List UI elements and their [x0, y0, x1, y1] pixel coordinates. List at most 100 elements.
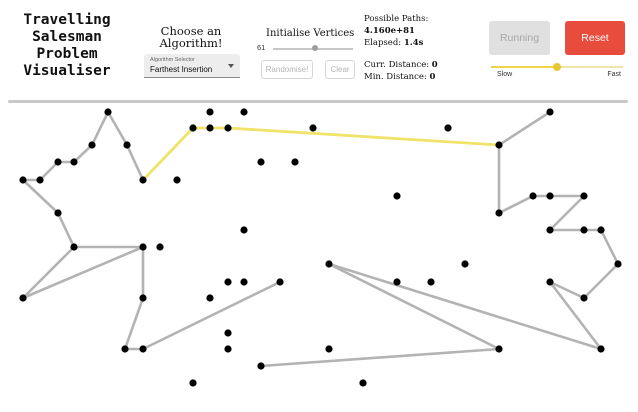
tour-edge [548, 280, 603, 351]
tour-edge [125, 143, 145, 182]
vertex[interactable] [393, 278, 401, 286]
vertex[interactable] [70, 158, 78, 166]
algorithm-select[interactable]: Algorithm Selector Farthest Insertion [144, 54, 240, 78]
vertex[interactable] [206, 294, 214, 302]
elapsed-value: 1.4s [403, 38, 424, 48]
vertex[interactable] [54, 209, 62, 217]
vertex[interactable] [325, 260, 333, 268]
vertices-heading: Initialise Vertices [266, 28, 355, 39]
vertex[interactable] [139, 345, 147, 353]
vertex[interactable] [291, 158, 299, 166]
vertex[interactable] [206, 124, 214, 132]
vertex[interactable] [495, 345, 503, 353]
vertex[interactable] [123, 141, 131, 149]
vertex[interactable] [325, 345, 333, 353]
curr-distance-label: Curr. Distance: [364, 60, 430, 70]
vertex[interactable] [276, 278, 284, 286]
vertex[interactable] [359, 379, 367, 387]
vertex[interactable] [156, 243, 164, 251]
tour-edge [106, 110, 129, 147]
vertex[interactable] [139, 176, 147, 184]
curr-distance-value: 0 [431, 60, 438, 70]
tour-edge [497, 110, 552, 147]
vertex[interactable] [104, 108, 112, 116]
vertex[interactable] [597, 226, 605, 234]
tour-edge [90, 110, 110, 147]
vertex[interactable] [546, 108, 554, 116]
vertex[interactable] [189, 379, 197, 387]
vertex[interactable] [88, 141, 96, 149]
clear-button[interactable]: Clear [325, 60, 355, 79]
vertex[interactable] [257, 158, 265, 166]
vertex-count: 61 [257, 43, 266, 52]
app-title-line-2: Salesman [32, 29, 102, 45]
vertex[interactable] [173, 176, 181, 184]
vertex[interactable] [54, 158, 62, 166]
vertex[interactable] [427, 278, 435, 286]
vertex[interactable] [529, 192, 537, 200]
app-title-line-4: Visualiser [23, 63, 111, 79]
vertex[interactable] [546, 192, 554, 200]
vertex[interactable] [139, 243, 147, 251]
chevron-down-icon [228, 64, 234, 68]
vertex[interactable] [546, 278, 554, 286]
vertex[interactable] [240, 108, 248, 116]
vertex[interactable] [257, 362, 265, 370]
tour-edge [582, 262, 620, 300]
graph-canvas[interactable] [0, 103, 638, 412]
speed-fast-label: Fast [607, 71, 621, 78]
vertex[interactable] [224, 278, 232, 286]
speed-slider-thumb[interactable] [553, 63, 561, 71]
tour-edge [56, 211, 76, 249]
min-distance-label: Min. Distance: [364, 72, 427, 82]
vertex-slider-thumb[interactable] [311, 45, 318, 51]
tour-edge [21, 178, 60, 215]
tour-edge [21, 245, 76, 300]
vertex[interactable] [206, 108, 214, 116]
vertex[interactable] [546, 226, 554, 234]
vertex[interactable] [224, 124, 232, 132]
vertex[interactable] [224, 345, 232, 353]
algorithm-select-label: Algorithm Selector [150, 57, 195, 63]
algorithm-heading-line-2: Algorithm! [159, 36, 223, 50]
vertex[interactable] [444, 124, 452, 132]
vertex[interactable] [121, 345, 129, 353]
vertex[interactable] [309, 124, 317, 132]
vertex[interactable] [580, 192, 588, 200]
running-button[interactable]: Running [489, 21, 550, 55]
vertex[interactable] [393, 192, 401, 200]
app-title-line-3: Problem [36, 46, 98, 62]
possible-paths-value: 4.160e+81 [364, 26, 415, 36]
vertex[interactable] [189, 124, 197, 132]
vertex[interactable] [495, 141, 503, 149]
reset-button[interactable]: Reset [565, 21, 625, 55]
tour-edge [72, 143, 94, 164]
vertex[interactable] [597, 345, 605, 353]
speed-slider-track[interactable] [557, 66, 623, 68]
tour-edge [548, 194, 586, 232]
speed-slow-label: Slow [497, 71, 513, 78]
vertex[interactable] [19, 294, 27, 302]
randomise-button[interactable]: Randomise! [261, 60, 313, 79]
vertex[interactable] [224, 329, 232, 337]
vertex[interactable] [70, 243, 78, 251]
elapsed-label: Elapsed: [364, 38, 402, 48]
possible-paths-label: Possible Paths: [364, 14, 429, 24]
vertex[interactable] [461, 260, 469, 268]
vertex[interactable] [495, 209, 503, 217]
vertex[interactable] [580, 226, 588, 234]
app-title-line-1: Travelling [23, 12, 111, 28]
stats-panel: Possible Paths: 4.160e+81 Elapsed: 1.4s … [364, 13, 474, 83]
tour-edge [599, 228, 620, 266]
vertex[interactable] [240, 226, 248, 234]
app-title: Travelling Salesman Problem Visualiser [6, 12, 128, 80]
vertex[interactable] [19, 176, 27, 184]
vertex[interactable] [36, 176, 44, 184]
vertex[interactable] [240, 278, 248, 286]
vertex[interactable] [614, 260, 622, 268]
vertex[interactable] [580, 294, 588, 302]
tour-edge [259, 347, 501, 368]
vertex[interactable] [139, 294, 147, 302]
speed-slider-track-filled[interactable] [491, 66, 557, 68]
tour-edge [21, 245, 145, 300]
